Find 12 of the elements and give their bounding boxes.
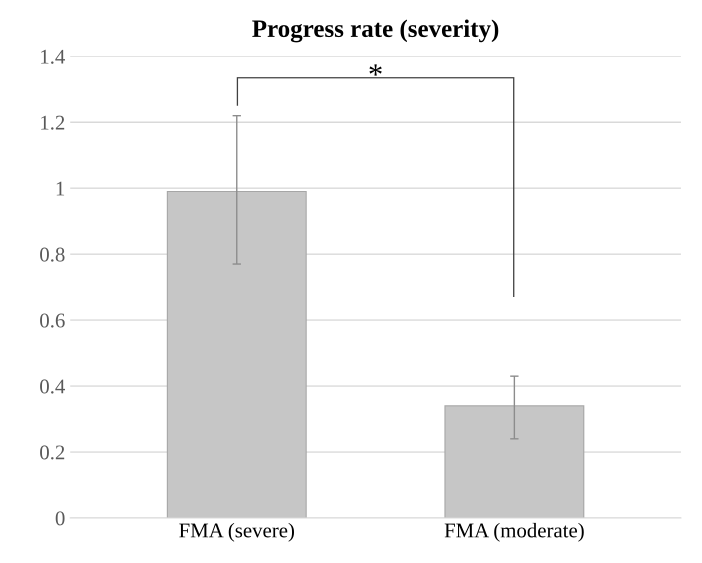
annotation: * — [369, 64, 382, 76]
y-tick-label: 1.2 — [41, 116, 64, 130]
chart-title: Progress rate (severity) — [252, 20, 498, 42]
y-tick-label: 0.2 — [40, 445, 64, 460]
y-tick-label: 0.4 — [40, 379, 66, 394]
y-tick-label: 1.4 — [41, 50, 66, 64]
y-tick-label: 0.6 — [40, 313, 65, 328]
y-tick-label: 1 — [56, 182, 64, 196]
x-tick-label: FMA (moderate) — [444, 522, 584, 542]
y-tick-label: 0.8 — [40, 248, 65, 262]
x-tick-label: FMA (severe) — [179, 522, 294, 542]
y-tick-label: 0 — [56, 511, 65, 526]
